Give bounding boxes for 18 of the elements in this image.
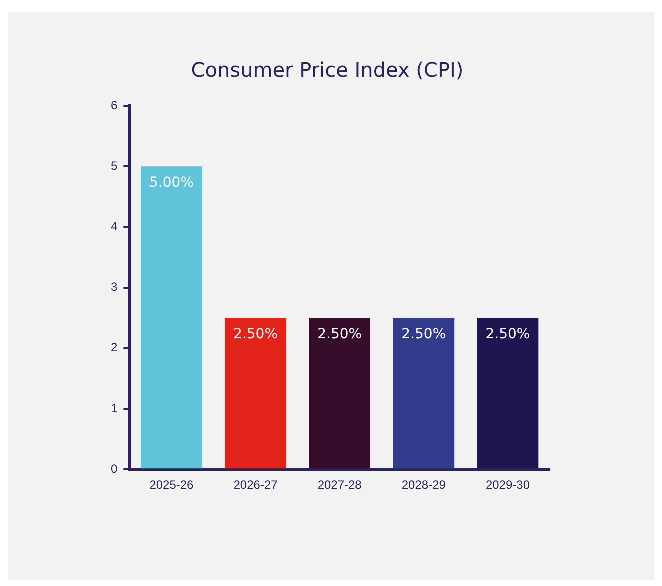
y-tick-label: 3	[110, 280, 118, 294]
y-tick-label: 0	[110, 462, 118, 476]
chart-title: Consumer Price Index (CPI)	[191, 58, 464, 82]
x-tick-label: 2025-26	[150, 478, 194, 492]
y-tick-label: 5	[110, 158, 118, 173]
x-tick-label: 2026-27	[234, 478, 278, 492]
data-label: 2.50%	[486, 326, 530, 343]
y-tick-label: 1	[110, 401, 118, 416]
data-label: 5.00%	[149, 175, 194, 192]
x-tick-label: 2029-30	[486, 478, 530, 492]
data-label: 2.50%	[402, 326, 446, 343]
y-tick-label: 2	[110, 340, 118, 355]
data-label: 2.50%	[318, 326, 362, 343]
x-tick-label: 2027-28	[318, 478, 362, 492]
data-label: 2.50%	[234, 326, 278, 343]
x-tick-label: 2028-29	[402, 478, 446, 492]
y-tick-label: 4	[110, 220, 118, 234]
y-tick-label: 6	[110, 98, 118, 112]
